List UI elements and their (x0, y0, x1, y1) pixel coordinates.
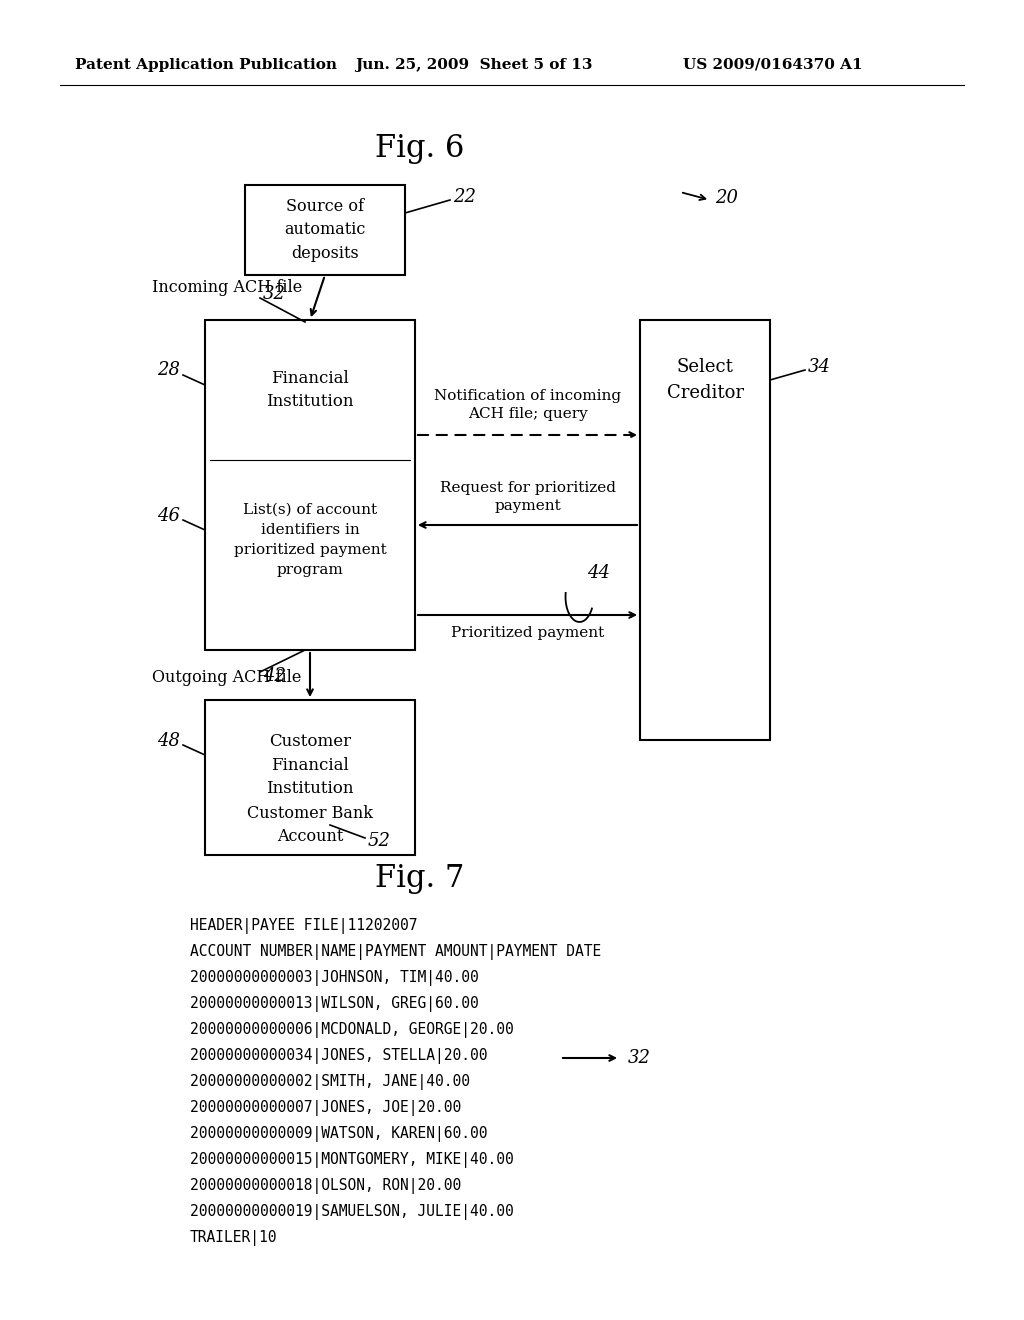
Text: 20000000000034|JONES, STELLA|20.00: 20000000000034|JONES, STELLA|20.00 (190, 1048, 487, 1064)
Text: 34: 34 (808, 358, 831, 376)
Text: Financial
Institution: Financial Institution (266, 370, 353, 411)
Text: 20: 20 (715, 189, 738, 207)
Text: Select
Creditor: Select Creditor (667, 359, 743, 401)
Text: 48: 48 (157, 733, 180, 750)
Text: 20000000000003|JOHNSON, TIM|40.00: 20000000000003|JOHNSON, TIM|40.00 (190, 970, 479, 986)
Text: 20000000000007|JONES, JOE|20.00: 20000000000007|JONES, JOE|20.00 (190, 1100, 461, 1115)
Bar (205, 700, 415, 855)
Text: Customer
Financial
Institution: Customer Financial Institution (266, 733, 353, 797)
Text: 32: 32 (628, 1049, 651, 1067)
Text: 52: 52 (368, 832, 391, 850)
Bar (205, 319, 415, 649)
Text: 20000000000002|SMITH, JANE|40.00: 20000000000002|SMITH, JANE|40.00 (190, 1074, 470, 1090)
Text: Source of
automatic
deposits: Source of automatic deposits (285, 198, 366, 261)
Text: Outgoing ACH file: Outgoing ACH file (152, 669, 301, 686)
Text: Patent Application Publication: Patent Application Publication (75, 58, 337, 73)
Text: Request for prioritized
payment: Request for prioritized payment (439, 480, 615, 513)
Text: 22: 22 (453, 187, 476, 206)
Bar (640, 319, 770, 741)
Text: Notification of incoming
ACH file; query: Notification of incoming ACH file; query (434, 389, 622, 421)
Text: 44: 44 (588, 564, 610, 582)
Text: 42: 42 (263, 667, 286, 685)
Text: ACCOUNT NUMBER|NAME|PAYMENT AMOUNT|PAYMENT DATE: ACCOUNT NUMBER|NAME|PAYMENT AMOUNT|PAYME… (190, 944, 601, 960)
Text: TRAILER|10: TRAILER|10 (190, 1230, 278, 1246)
Bar (245, 185, 406, 275)
Text: Incoming ACH file: Incoming ACH file (152, 280, 302, 297)
Text: 20000000000013|WILSON, GREG|60.00: 20000000000013|WILSON, GREG|60.00 (190, 997, 479, 1012)
Text: 20000000000006|MCDONALD, GEORGE|20.00: 20000000000006|MCDONALD, GEORGE|20.00 (190, 1022, 514, 1038)
Text: Customer Bank
Account: Customer Bank Account (247, 805, 373, 845)
Text: Fig. 6: Fig. 6 (376, 132, 465, 164)
Text: 46: 46 (157, 507, 180, 525)
Text: US 2009/0164370 A1: US 2009/0164370 A1 (683, 58, 862, 73)
Text: Fig. 7: Fig. 7 (376, 862, 465, 894)
Text: HEADER|PAYEE FILE|11202007: HEADER|PAYEE FILE|11202007 (190, 917, 418, 935)
Text: Jun. 25, 2009  Sheet 5 of 13: Jun. 25, 2009 Sheet 5 of 13 (355, 58, 593, 73)
Text: 20000000000009|WATSON, KAREN|60.00: 20000000000009|WATSON, KAREN|60.00 (190, 1126, 487, 1142)
Text: 20000000000018|OLSON, RON|20.00: 20000000000018|OLSON, RON|20.00 (190, 1177, 461, 1195)
Text: 28: 28 (157, 360, 180, 379)
Text: 20000000000015|MONTGOMERY, MIKE|40.00: 20000000000015|MONTGOMERY, MIKE|40.00 (190, 1152, 514, 1168)
Text: 32: 32 (263, 285, 286, 304)
Text: Prioritized payment: Prioritized payment (451, 626, 604, 640)
Text: List(s) of account
identifiers in
prioritized payment
program: List(s) of account identifiers in priori… (233, 503, 386, 577)
Text: 20000000000019|SAMUELSON, JULIE|40.00: 20000000000019|SAMUELSON, JULIE|40.00 (190, 1204, 514, 1220)
